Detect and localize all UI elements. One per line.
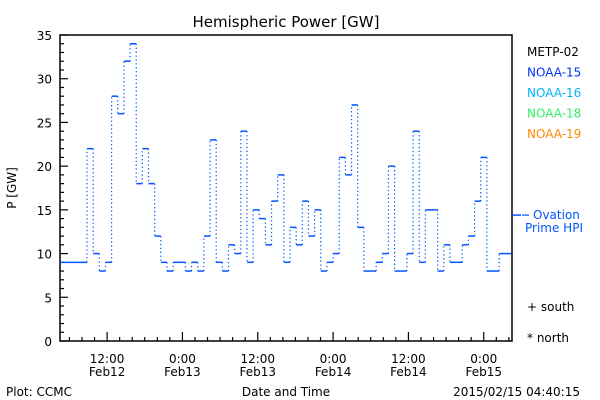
- ovation-label: Ovation: [533, 208, 580, 222]
- x-tick-date: Feb14: [315, 365, 352, 379]
- y-tick-label: 25: [37, 116, 52, 130]
- y-tick-label: 15: [37, 204, 52, 218]
- x-tick-date: Feb12: [89, 365, 126, 379]
- ovation-label-2: Prime HPI: [525, 221, 583, 235]
- legend-entry-noaa-18: NOAA-18: [527, 107, 581, 121]
- x-tick-date: Feb13: [164, 365, 201, 379]
- south-marker-legend: + south: [527, 300, 574, 314]
- plot-credit: Plot: CCMC: [6, 385, 72, 399]
- legend-entry-noaa-15: NOAA-15: [527, 66, 581, 80]
- x-tick-time: 12:00: [90, 352, 125, 366]
- y-tick-label: 0: [44, 335, 52, 349]
- x-axis-label: Date and Time: [242, 385, 330, 399]
- y-tick-label: 20: [37, 160, 52, 174]
- y-tick-label: 30: [37, 73, 52, 87]
- y-tick-label: 5: [44, 291, 52, 305]
- y-tick-label: 10: [37, 248, 52, 262]
- x-tick-time: 0:00: [320, 352, 347, 366]
- plot-timestamp: 2015/02/15 04:40:15: [453, 385, 580, 399]
- x-tick-date: Feb14: [390, 365, 427, 379]
- y-axis-label: P [GW]: [5, 167, 19, 209]
- x-tick-time: 0:00: [470, 352, 497, 366]
- x-tick-date: Feb13: [239, 365, 276, 379]
- y-tick-label: 35: [37, 29, 52, 43]
- legend-entry-noaa-19: NOAA-19: [527, 127, 581, 141]
- x-tick-time: 0:00: [169, 352, 196, 366]
- plot-frame: [59, 34, 513, 342]
- x-tick-date: Feb15: [465, 365, 502, 379]
- legend-entry-metp-02: METP-02: [527, 45, 579, 59]
- north-marker-legend: * north: [527, 331, 569, 345]
- x-tick-time: 12:00: [240, 352, 275, 366]
- legend-entry-noaa-16: NOAA-16: [527, 86, 581, 100]
- x-tick-time: 12:00: [391, 352, 426, 366]
- chart-title: Hemispheric Power [GW]: [193, 13, 380, 31]
